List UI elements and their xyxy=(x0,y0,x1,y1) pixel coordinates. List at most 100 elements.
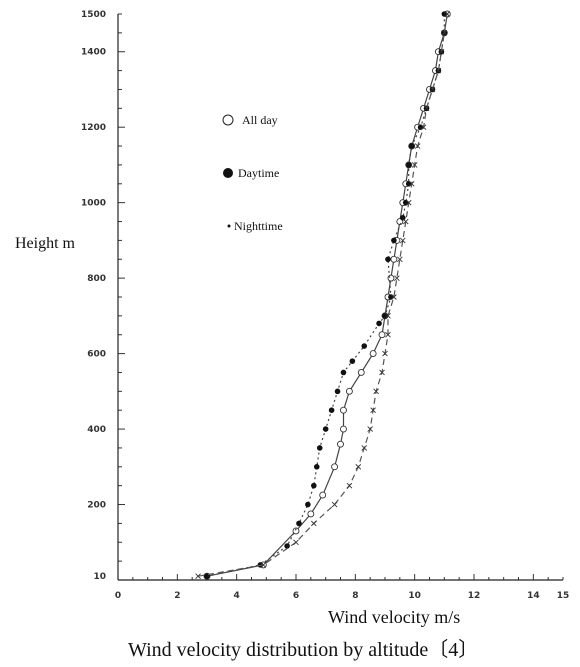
data-point xyxy=(379,369,385,376)
data-point xyxy=(311,482,317,489)
x-tick-label: 6 xyxy=(293,591,299,601)
x-tick-label: 2 xyxy=(174,591,180,601)
data-point xyxy=(373,388,379,395)
data-point xyxy=(346,482,353,489)
legend-label-all-day: All day xyxy=(242,113,278,127)
data-point xyxy=(400,214,406,221)
data-point xyxy=(420,124,427,131)
data-point xyxy=(345,387,353,395)
data-point xyxy=(313,464,320,470)
x-tick-labels: 0 2 4 6 8 10 12 14 15 xyxy=(115,591,569,601)
data-point xyxy=(391,294,397,300)
data-point xyxy=(260,562,267,568)
data-point xyxy=(378,331,386,339)
data-point xyxy=(331,463,339,471)
data-point xyxy=(316,445,323,451)
data-point xyxy=(367,426,373,432)
data-point xyxy=(284,543,290,549)
data-point xyxy=(340,425,347,433)
data-point xyxy=(307,510,315,518)
x-tick-label: 15 xyxy=(557,591,570,601)
x-axis-label: Wind velocity m/s xyxy=(328,607,460,627)
data-point xyxy=(337,440,344,448)
data-point xyxy=(296,520,302,527)
data-point xyxy=(405,181,412,187)
data-point xyxy=(441,30,448,36)
data-point xyxy=(423,105,430,112)
data-point xyxy=(390,255,398,263)
series-line xyxy=(206,13,448,577)
legend: All day Daytime Nighttime xyxy=(222,113,283,233)
x-tick-label: 10 xyxy=(408,591,421,601)
data-point xyxy=(385,313,391,319)
legend-label-nighttime: Nighttime xyxy=(234,219,283,233)
data-point xyxy=(305,501,311,508)
legend-marker-all-day xyxy=(222,114,234,126)
data-point xyxy=(310,520,317,527)
data-point xyxy=(357,369,365,376)
y-tick-label: 800 xyxy=(87,274,106,284)
data-point xyxy=(195,573,201,580)
data-point xyxy=(408,180,415,187)
data-point xyxy=(405,162,412,168)
data-point xyxy=(385,331,391,338)
series-nighttime xyxy=(195,11,451,580)
x-tick-label: 14 xyxy=(527,591,540,601)
series-line xyxy=(206,14,445,577)
y-tick-label: 1000 xyxy=(81,199,106,209)
data-point xyxy=(292,527,300,535)
y-tick-label: 400 xyxy=(87,425,106,435)
data-point xyxy=(414,143,421,149)
data-point xyxy=(417,124,424,130)
y-axis-label: Height m xyxy=(15,235,76,252)
y-tick-label: 600 xyxy=(87,350,106,360)
data-point xyxy=(391,237,397,244)
data-point xyxy=(441,11,448,17)
legend-marker-daytime xyxy=(223,168,233,178)
data-point xyxy=(322,426,329,432)
x-tick-label: 4 xyxy=(234,591,240,601)
data-point xyxy=(435,67,442,74)
data-point xyxy=(385,256,391,263)
data-point xyxy=(411,162,418,168)
data-point xyxy=(355,463,362,470)
data-point xyxy=(319,491,327,499)
x-tick-label: 12 xyxy=(468,591,481,601)
y-tick-label: 200 xyxy=(87,501,106,511)
data-point xyxy=(382,313,388,319)
data-point xyxy=(399,237,406,244)
data-point xyxy=(370,407,376,414)
data-point xyxy=(405,199,412,206)
series-all-day xyxy=(203,10,451,580)
data-point xyxy=(361,343,368,349)
data-point xyxy=(340,369,347,376)
legend-label-daytime: Daytime xyxy=(238,166,279,180)
data-point xyxy=(340,406,347,414)
data-point xyxy=(397,256,403,263)
y-tick-label: 1500 xyxy=(81,10,106,20)
data-point xyxy=(328,407,335,414)
legend-marker-nighttime xyxy=(227,224,231,228)
data-point xyxy=(388,294,394,300)
x-tick-label: 0 xyxy=(115,591,121,601)
data-point xyxy=(382,350,388,357)
data-point xyxy=(334,388,341,395)
data-point xyxy=(402,218,409,225)
data-point xyxy=(444,11,451,17)
y-tick-label: 1400 xyxy=(81,48,106,58)
data-point xyxy=(402,199,409,206)
data-point xyxy=(376,320,382,327)
y-axis-ticks xyxy=(118,13,125,562)
data-point xyxy=(331,501,338,508)
chart-caption: Wind velocity distribution by altitude〔4… xyxy=(128,638,478,661)
data-point xyxy=(429,86,436,93)
data-point xyxy=(349,358,356,364)
y-tick-labels: 10 200 400 600 800 1000 1200 1400 1500 xyxy=(81,10,106,582)
data-point xyxy=(369,350,377,358)
y-tick-label: 10 xyxy=(93,572,106,582)
data-point xyxy=(361,445,368,451)
y-tick-label: 1200 xyxy=(81,123,106,133)
data-point xyxy=(408,143,415,149)
data-point xyxy=(293,539,299,546)
